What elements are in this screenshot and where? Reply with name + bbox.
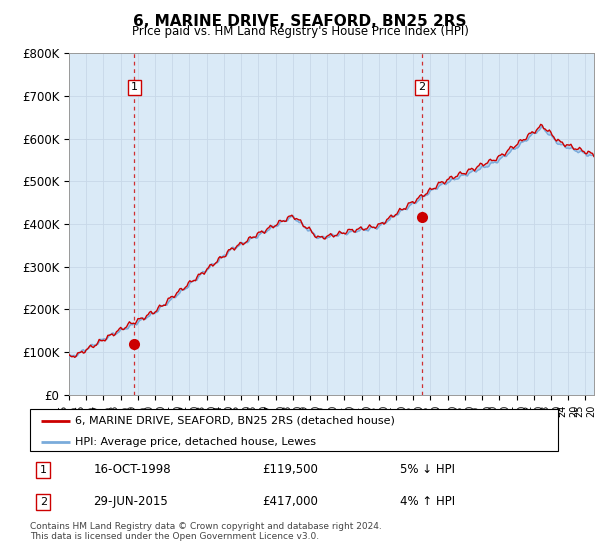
Text: Contains HM Land Registry data © Crown copyright and database right 2024.
This d: Contains HM Land Registry data © Crown c… bbox=[30, 522, 382, 542]
Text: 29-JUN-2015: 29-JUN-2015 bbox=[94, 496, 168, 508]
Text: 4% ↑ HPI: 4% ↑ HPI bbox=[400, 496, 455, 508]
Text: 6, MARINE DRIVE, SEAFORD, BN25 2RS (detached house): 6, MARINE DRIVE, SEAFORD, BN25 2RS (deta… bbox=[75, 416, 395, 426]
Text: 16-OCT-1998: 16-OCT-1998 bbox=[94, 464, 171, 477]
Text: £417,000: £417,000 bbox=[262, 496, 318, 508]
Text: 1: 1 bbox=[131, 82, 138, 92]
Text: 1: 1 bbox=[40, 465, 47, 475]
Text: 2: 2 bbox=[418, 82, 425, 92]
Text: HPI: Average price, detached house, Lewes: HPI: Average price, detached house, Lewe… bbox=[75, 437, 316, 446]
Text: 5% ↓ HPI: 5% ↓ HPI bbox=[400, 464, 455, 477]
Text: 6, MARINE DRIVE, SEAFORD, BN25 2RS: 6, MARINE DRIVE, SEAFORD, BN25 2RS bbox=[133, 14, 467, 29]
Text: Price paid vs. HM Land Registry's House Price Index (HPI): Price paid vs. HM Land Registry's House … bbox=[131, 25, 469, 38]
Text: £119,500: £119,500 bbox=[262, 464, 318, 477]
Text: 2: 2 bbox=[40, 497, 47, 507]
FancyBboxPatch shape bbox=[30, 409, 558, 451]
